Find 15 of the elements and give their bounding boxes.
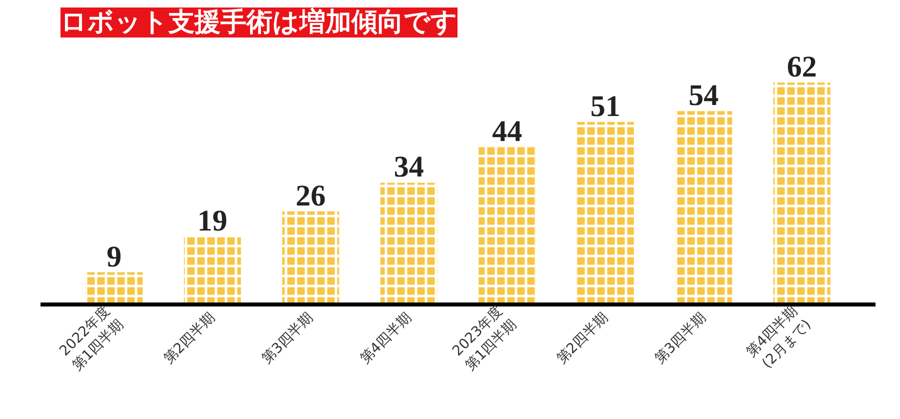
data-label: 34 bbox=[394, 150, 424, 184]
x-tick-label: 第3四半期 bbox=[652, 310, 710, 368]
chart-title: ロボット支援手術は増加傾向です bbox=[60, 6, 458, 38]
x-tick-label: 第4四半期 bbox=[357, 310, 415, 368]
data-label: 44 bbox=[492, 114, 522, 148]
data-label: 26 bbox=[296, 179, 326, 212]
x-tick-label: 第2四半期 bbox=[554, 310, 612, 368]
data-label: 54 bbox=[688, 79, 719, 112]
x-tick-label: 第3四半期 bbox=[259, 310, 316, 368]
x-tick-label: 第2四半期 bbox=[160, 310, 218, 368]
x-tick-label: 第4四半期 (2月まで) bbox=[743, 303, 814, 372]
data-label: 9 bbox=[106, 240, 122, 274]
data-label: 62 bbox=[786, 50, 817, 84]
data-label: 51 bbox=[590, 90, 620, 123]
data-label: 19 bbox=[197, 204, 228, 238]
